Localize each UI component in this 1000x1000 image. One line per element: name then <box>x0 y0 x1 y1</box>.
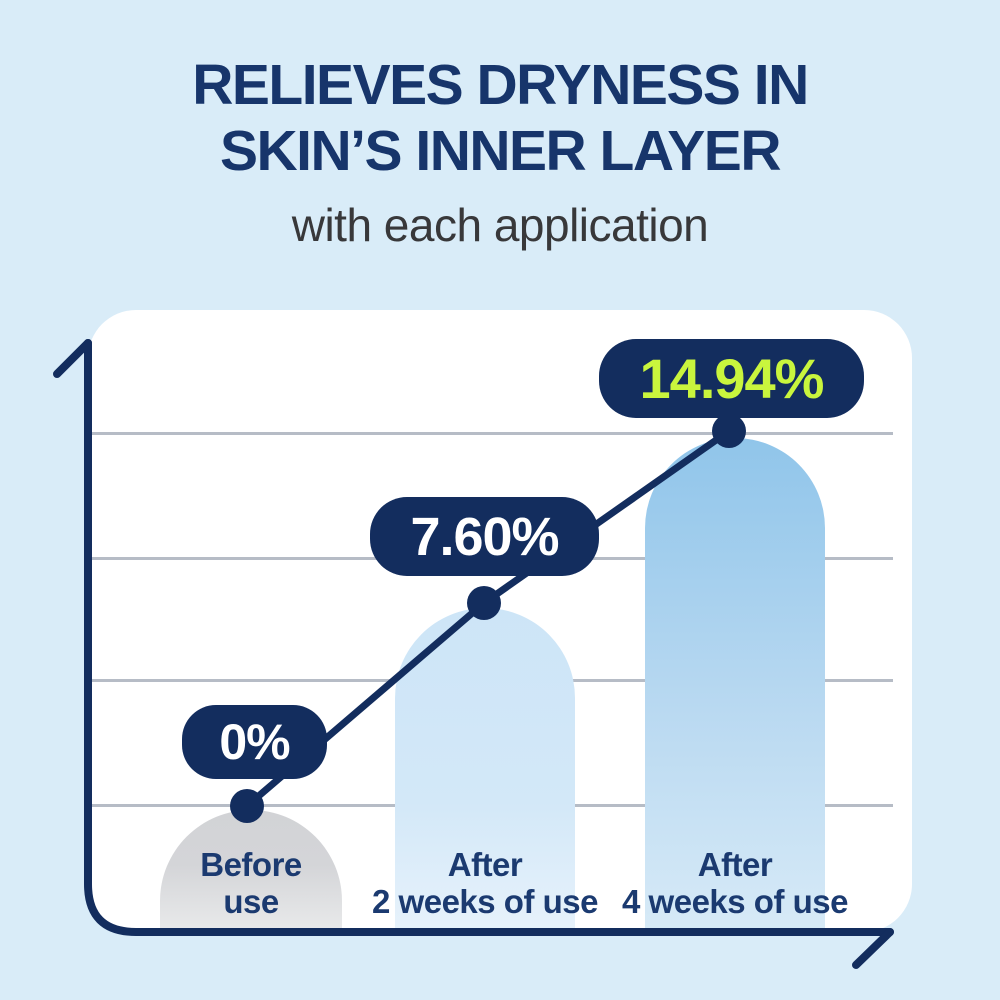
value-pill-after-4-weeks: 14.94% <box>599 339 864 418</box>
bar-after-4-weeks: After 4 weeks of use <box>622 438 848 932</box>
value-pill-after-2-weeks: 7.60% <box>370 497 599 576</box>
bar-label-line-1: Before <box>200 846 302 883</box>
y-axis-arrow-icon <box>53 339 92 378</box>
axis-line <box>84 339 894 936</box>
title-line-2: SKIN’S INNER LAYER <box>219 119 782 183</box>
bar-label-after-4-weeks: After 4 weeks of use <box>622 846 848 920</box>
bar-label-line-2: 4 weeks of use <box>622 883 848 920</box>
data-point-dot <box>712 414 746 448</box>
data-point-dot <box>230 789 264 823</box>
page-title: RELIEVES DRYNESS IN SKIN’S INNER LAYER <box>0 52 1000 184</box>
title-line-1: RELIEVES DRYNESS IN <box>192 53 809 117</box>
data-point-dot <box>467 586 501 620</box>
bar-label-line-2: use <box>223 883 279 920</box>
page-subtitle: with each application <box>291 199 709 251</box>
gridline <box>90 432 893 435</box>
value-pill-before-use: 0% <box>182 705 327 779</box>
bar-label-line-2: 2 weeks of use <box>372 883 598 920</box>
bar-label-after-2-weeks: After 2 weeks of use <box>372 846 598 920</box>
bar-label-line-1: After <box>447 846 523 883</box>
bar-label-before-use: Before use <box>200 846 302 920</box>
bar-after-2-weeks: After 2 weeks of use <box>372 608 598 932</box>
bar-label-line-1: After <box>697 846 773 883</box>
x-axis-arrow-icon <box>852 928 894 969</box>
